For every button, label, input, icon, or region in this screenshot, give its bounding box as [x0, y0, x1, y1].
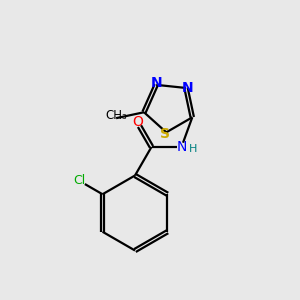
Text: S: S — [160, 127, 170, 141]
Text: N: N — [182, 81, 193, 95]
Text: N: N — [150, 76, 162, 90]
Text: O: O — [132, 115, 143, 129]
Text: Cl: Cl — [73, 174, 85, 187]
Text: CH₃: CH₃ — [105, 109, 127, 122]
Text: N: N — [176, 140, 187, 154]
Text: H: H — [189, 144, 197, 154]
